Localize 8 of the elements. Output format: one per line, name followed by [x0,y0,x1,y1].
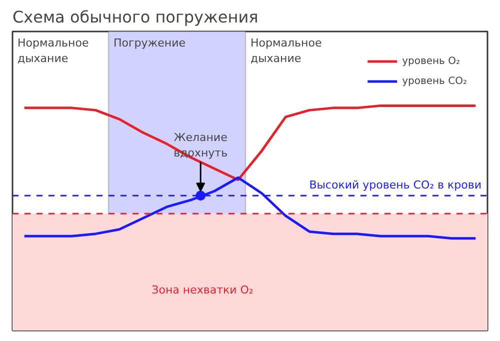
legend-label: уровень CO₂ [402,76,467,86]
text: Погружение [113,36,186,50]
band-label: Зона нехватки O₂ [152,284,254,297]
chart-title: Схема обычного погружения [12,8,258,26]
text: Нормальное дыхание [250,36,322,66]
ref-line-label: Высокий уровень CO₂ в крови [309,178,482,192]
legend-label: уровень O₂ [402,56,460,66]
text: Нормальное дыхание [18,36,89,66]
